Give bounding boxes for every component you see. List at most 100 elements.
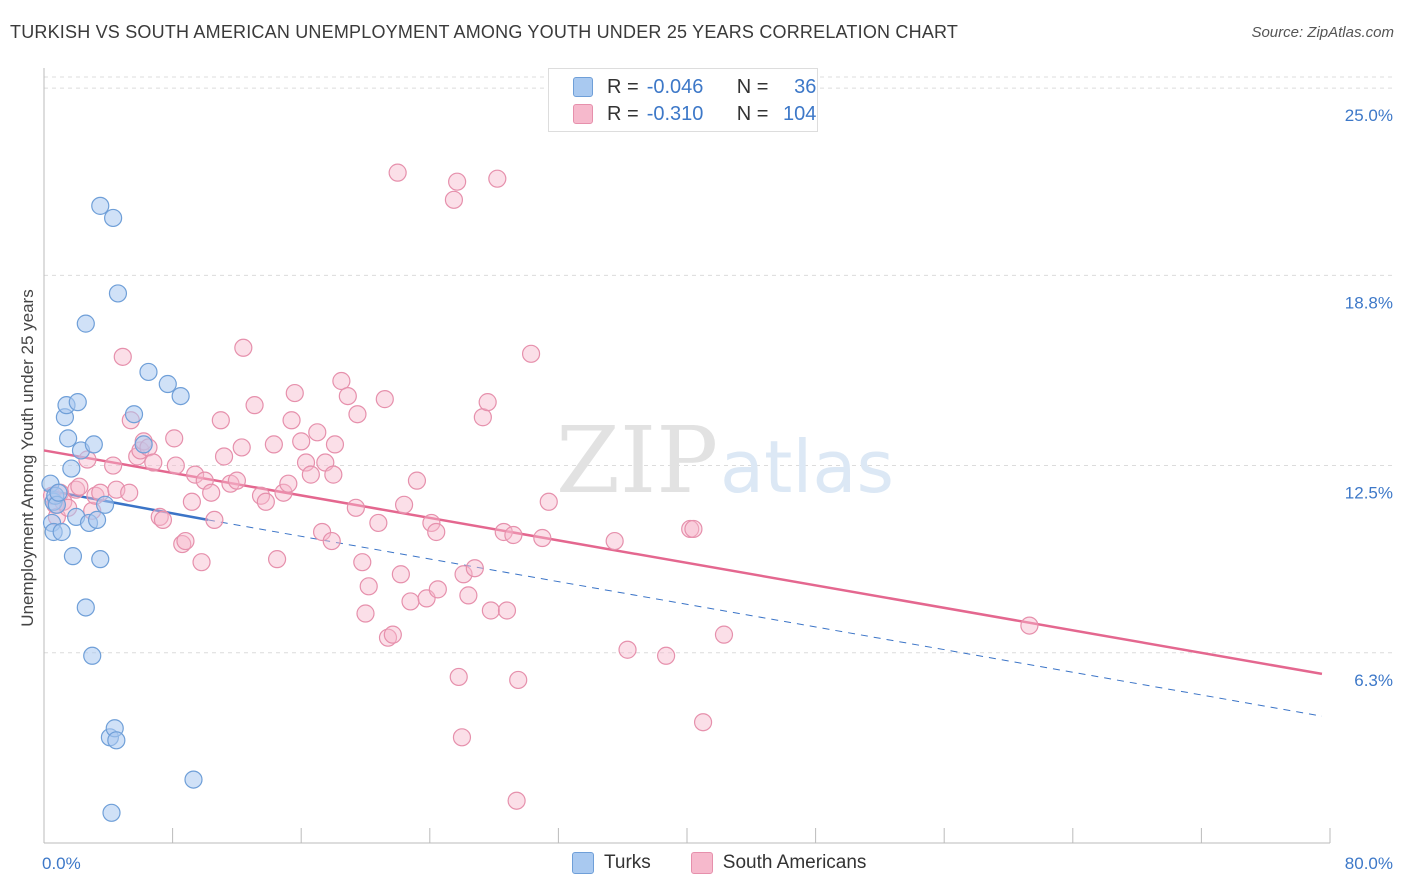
turks-point bbox=[124, 405, 144, 424]
turks-point bbox=[52, 522, 71, 542]
series-label-south-americans: South Americans bbox=[722, 852, 867, 873]
south-americans-point bbox=[497, 601, 517, 620]
turks-point bbox=[139, 362, 158, 382]
south-americans-point bbox=[356, 604, 375, 623]
y-tick-label: 6.3% bbox=[1354, 671, 1393, 690]
south-americans-point bbox=[714, 625, 734, 644]
south-americans-point bbox=[407, 471, 427, 490]
turks-point bbox=[158, 374, 177, 394]
legend-n-label: N = bbox=[736, 102, 769, 125]
turks-point bbox=[59, 429, 78, 448]
south-americans-point bbox=[234, 338, 253, 357]
south-americans-point bbox=[448, 172, 467, 191]
south-americans-point bbox=[459, 586, 478, 605]
turks-point bbox=[63, 547, 83, 566]
south-americans-point bbox=[1020, 616, 1039, 635]
south-americans-point bbox=[104, 456, 123, 475]
turks-point bbox=[95, 495, 115, 514]
south-americans-point bbox=[378, 628, 398, 647]
south-americans-point bbox=[346, 498, 365, 517]
south-americans-point bbox=[176, 531, 195, 551]
south-americans-point bbox=[325, 435, 345, 454]
turks-point bbox=[108, 284, 128, 303]
x-tick-label: 0.0% bbox=[42, 854, 81, 873]
turks-point bbox=[76, 314, 95, 333]
turks-point bbox=[84, 435, 103, 454]
south-americans-point bbox=[504, 525, 523, 545]
tick-labels: 6.3% 12.5% 18.8% 25.0% 0.0% 80.0% bbox=[42, 106, 1393, 873]
south-americans-point bbox=[657, 646, 676, 665]
turks-point bbox=[87, 510, 107, 530]
south-americans-point bbox=[308, 423, 327, 442]
south-americans-point bbox=[369, 513, 388, 533]
turks-point bbox=[107, 731, 126, 750]
south-americans-point bbox=[113, 347, 132, 366]
south-americans-point bbox=[507, 791, 526, 810]
x-tick-label: 80.0% bbox=[1345, 854, 1393, 873]
south-americans-point bbox=[256, 492, 275, 511]
south-americans-point bbox=[693, 713, 713, 732]
south-americans-point bbox=[348, 405, 367, 424]
legend-r-label: R = bbox=[607, 75, 639, 98]
y-tick-label: 18.8% bbox=[1345, 293, 1393, 312]
series-swatch-turks bbox=[572, 852, 594, 874]
series-swatch-south-americans bbox=[690, 852, 713, 874]
south-americans-point bbox=[353, 553, 372, 572]
south-americans-point bbox=[205, 510, 224, 530]
south-americans-point bbox=[605, 531, 624, 551]
south-americans-point bbox=[232, 438, 251, 457]
south-americans-point bbox=[332, 371, 351, 391]
turks-point bbox=[102, 803, 121, 822]
south-americans-point bbox=[324, 465, 343, 484]
source-label: Source: ZipAtlas.com bbox=[1251, 24, 1394, 41]
south-americans-point bbox=[383, 625, 402, 644]
south-americans-point bbox=[375, 390, 394, 409]
south-americans-point bbox=[165, 429, 184, 448]
south-americans-point bbox=[481, 601, 500, 620]
y-tick-label: 25.0% bbox=[1345, 106, 1393, 125]
turks-point bbox=[104, 208, 123, 228]
south-americans-point bbox=[533, 528, 552, 548]
south-americans-point bbox=[274, 483, 293, 502]
turks-point bbox=[91, 196, 110, 215]
watermark-zip: ZIP bbox=[556, 407, 718, 514]
south-americans-point bbox=[301, 465, 320, 484]
south-americans-point bbox=[422, 513, 441, 533]
south-americans-point bbox=[211, 411, 230, 430]
south-americans-point bbox=[70, 477, 89, 496]
south-americans-point bbox=[182, 492, 201, 511]
series-legend-south-americans: South Americans bbox=[690, 852, 867, 874]
legend-r-value: -0.046 bbox=[646, 75, 704, 98]
y-tick-label: 12.5% bbox=[1345, 484, 1393, 503]
south-americans-point bbox=[120, 483, 139, 502]
south-americans-point bbox=[251, 486, 271, 505]
south-americans-point bbox=[359, 577, 378, 596]
south-americans-point bbox=[202, 483, 221, 502]
south-americans-point bbox=[312, 522, 332, 542]
south-americans-point bbox=[264, 435, 283, 454]
south-americans-point bbox=[192, 553, 211, 572]
south-americans-point bbox=[454, 565, 473, 584]
south-americans-point bbox=[388, 163, 407, 182]
south-americans-point bbox=[449, 667, 468, 687]
south-americans-point bbox=[684, 519, 703, 539]
south-americans-point bbox=[150, 507, 169, 526]
south-americans-point bbox=[509, 670, 528, 690]
turks-point bbox=[91, 550, 110, 569]
south-americans-point bbox=[391, 565, 410, 584]
legend-row-turks: R = -0.046 N = 36 bbox=[573, 75, 816, 99]
south-americans-point bbox=[473, 408, 492, 427]
south-americans-point bbox=[153, 510, 173, 530]
watermark-atlas: atlas bbox=[720, 425, 894, 509]
south-americans-point bbox=[618, 640, 637, 659]
legend-swatch-south-americans bbox=[573, 104, 593, 124]
south-americans-point bbox=[488, 169, 507, 188]
turks-point bbox=[184, 770, 203, 789]
south-americans-point bbox=[214, 447, 234, 466]
south-americans-point bbox=[166, 456, 185, 475]
south-americans-point bbox=[452, 728, 472, 747]
south-americans-point bbox=[322, 531, 341, 551]
south-americans-point bbox=[173, 534, 192, 554]
series-legend-turks: Turks bbox=[572, 852, 651, 874]
legend-n-value: 104 bbox=[783, 102, 817, 125]
